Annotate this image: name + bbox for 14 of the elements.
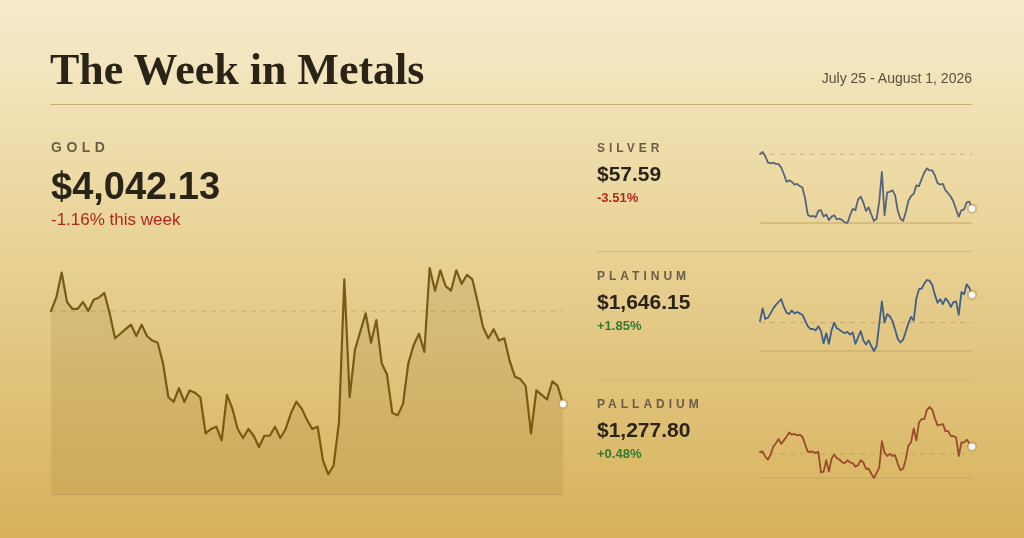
text: -3.51% — [597, 190, 639, 205]
text: July 25 - August 1, 2026 — [821, 70, 973, 86]
text: PALLADIUM — [597, 397, 703, 411]
text: PLATINUM — [597, 269, 691, 283]
text: $57.59 — [597, 162, 662, 185]
text: +0.48% — [597, 446, 642, 461]
text: $1,277.80 — [597, 418, 691, 441]
text: $1,646.15 — [597, 290, 691, 313]
text: +1.85% — [597, 318, 642, 333]
text: SILVER — [597, 141, 664, 155]
text: -1.16% this week — [51, 210, 181, 229]
text: GOLD — [51, 139, 110, 155]
text: $4,042.13 — [51, 165, 221, 207]
text: The Week in Metals — [50, 45, 425, 94]
